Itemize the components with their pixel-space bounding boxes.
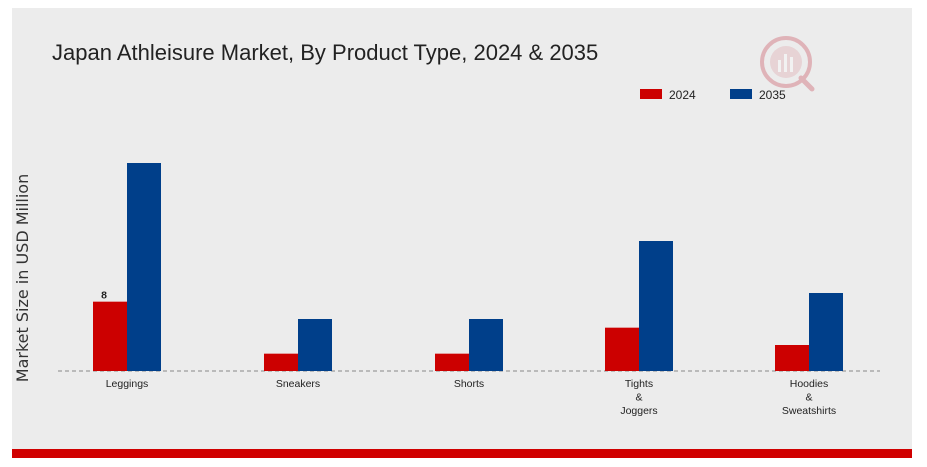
legend-label-2035: 2035 [759, 88, 786, 102]
bar-2024-hoodies--sweatshirts [775, 345, 809, 371]
legend-swatch-2035 [730, 89, 752, 99]
chart-panel [12, 8, 912, 452]
x-tick-label: Sneakers [276, 378, 320, 390]
bar-2035-tights--joggers [639, 241, 673, 371]
bar-2035-shorts [469, 319, 503, 371]
brand-logo-icon [760, 36, 815, 92]
bar-2024-tights--joggers [605, 327, 639, 371]
x-tick-label: Tights & Joggers [620, 378, 657, 417]
bottom-accent-bar [12, 449, 912, 458]
bar-2024-shorts [435, 353, 469, 371]
legend-label-2024: 2024 [669, 88, 696, 102]
bar-2035-leggings [127, 163, 161, 371]
x-tick-labels: Leggings Sneakers Shorts Tights & Joggers Hood… [106, 378, 836, 417]
data-label: 8 [101, 290, 107, 302]
bar-2035-sneakers [298, 319, 332, 371]
bar-2024-leggings [93, 301, 127, 371]
x-tick-label: Hoodies & Sweatshirts [782, 378, 836, 417]
y-axis-title: Market Size in USD Million [13, 174, 32, 382]
chart-title: Japan Athleisure Market, By Product Type… [52, 40, 598, 65]
legend: 2024 2035 [640, 88, 786, 102]
x-tick-label: Shorts [454, 378, 484, 390]
bar-2035-hoodies--sweatshirts [809, 293, 843, 371]
data-labels: 8 [101, 290, 107, 302]
legend-swatch-2024 [640, 89, 662, 99]
bars-layer [93, 163, 843, 371]
bar-2024-sneakers [264, 353, 298, 371]
x-tick-label: Leggings [106, 378, 149, 390]
